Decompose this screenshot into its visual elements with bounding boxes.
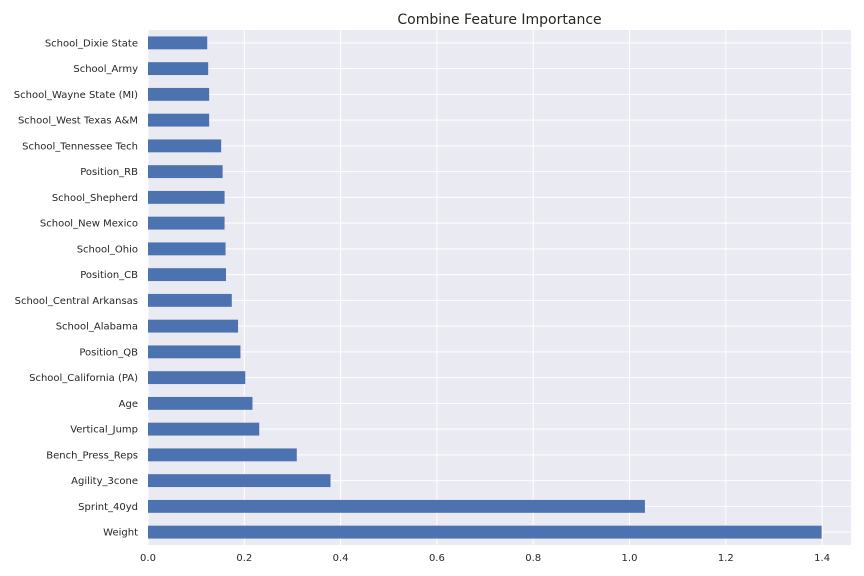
bar	[148, 474, 331, 488]
y-tick-labels: School_Dixie State School_Army School_Wayn…	[14, 38, 138, 538]
bar	[148, 216, 225, 230]
y-tick-label: School_Alabama	[56, 322, 138, 333]
bar	[148, 36, 208, 50]
y-tick-label: School_New Mexico	[40, 219, 138, 230]
y-tick-label: Bench_Press_Reps	[46, 450, 138, 461]
bar	[148, 422, 260, 436]
x-tick-label: 0.2	[236, 553, 252, 564]
bar	[148, 371, 246, 385]
y-tick-label: School_Ohio	[77, 244, 138, 255]
y-tick-label: School_Central Arkansas	[15, 296, 138, 307]
y-tick-label: Agility_3cone	[71, 476, 138, 487]
y-tick-label: School_Army	[73, 64, 138, 75]
x-tick-label: 1.0	[622, 553, 638, 564]
y-tick-label: Position_RB	[80, 167, 138, 178]
bar	[148, 525, 822, 539]
bar	[148, 499, 645, 513]
bar	[148, 62, 209, 76]
bar	[148, 139, 222, 153]
bar	[148, 87, 210, 101]
bar	[148, 293, 232, 307]
bar	[148, 268, 227, 282]
x-tick-label: 0.4	[333, 553, 349, 564]
x-tick-labels: 0.0 0.2 0.4 0.6 0.8 1.0 1.2 1.4	[140, 553, 830, 564]
y-tick-label: Sprint_40yd	[78, 502, 138, 513]
y-tick-label: School_Tennessee Tech	[22, 141, 138, 152]
bar	[148, 242, 226, 256]
bar	[148, 345, 241, 359]
y-tick-label: Position_QB	[79, 347, 138, 358]
y-tick-label: Position_CB	[80, 270, 138, 281]
x-tick-label: 0.0	[140, 553, 156, 564]
x-tick-label: 0.6	[429, 553, 445, 564]
bar	[148, 165, 223, 179]
y-tick-label: Vertical_Jump	[70, 425, 138, 436]
x-tick-label: 1.2	[718, 553, 734, 564]
bar	[148, 113, 210, 127]
bar	[148, 190, 225, 204]
x-tick-label: 0.8	[525, 553, 541, 564]
y-tick-label: School_Shepherd	[52, 193, 138, 204]
y-tick-label: Age	[119, 399, 138, 410]
grid-lines	[147, 30, 851, 545]
x-tick-label: 1.4	[814, 553, 830, 564]
bar	[148, 396, 253, 410]
plot-background	[148, 30, 851, 545]
bar	[148, 319, 239, 333]
y-tick-label: School_Dixie State	[45, 38, 138, 49]
y-tick-label: Weight	[103, 528, 138, 539]
y-tick-label: School_Wayne State (MI)	[14, 90, 138, 101]
bar	[148, 448, 297, 462]
chart-title: Combine Feature Importance	[397, 12, 601, 28]
y-tick-label: School_California (PA)	[29, 373, 138, 384]
y-tick-label: School_West Texas A&M	[18, 116, 138, 127]
bars	[148, 36, 822, 539]
